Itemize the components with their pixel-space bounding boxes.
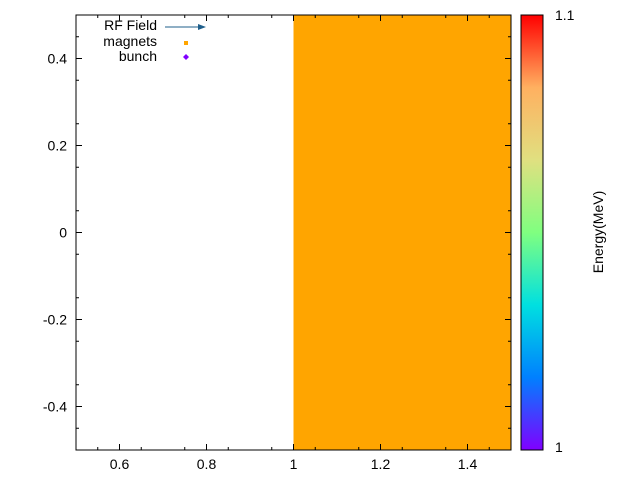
- legend-diamond-icon: [183, 54, 189, 60]
- magnet-region: [293, 15, 511, 450]
- magnet-regions: [293, 15, 511, 450]
- y-tick-label: 0.4: [48, 51, 68, 67]
- y-tick-label: -0.2: [43, 312, 67, 328]
- x-axis: 0.6 0.8 1 1.2 1.4: [97, 15, 490, 472]
- y-axis: 0.4 0.2 0 -0.2 -0.4: [43, 36, 511, 429]
- colorbar: 1.1 1 Energy(MeV): [520, 7, 606, 455]
- y-tick-label: 0.2: [48, 138, 68, 154]
- x-tick-label: 0.6: [110, 456, 130, 472]
- legend-label-bunch: bunch: [119, 48, 157, 64]
- legend-arrowhead-icon: [198, 24, 206, 30]
- x-tick-label: 1.4: [458, 456, 478, 472]
- x-tick-label: 1.2: [371, 456, 391, 472]
- y-tick-label: -0.4: [43, 399, 67, 415]
- legend: RF Field magnets bunch: [103, 17, 206, 64]
- colorbar-gradient: [520, 14, 544, 451]
- legend-label-rf-field: RF Field: [104, 17, 157, 33]
- colorbar-axis-label: Energy(MeV): [590, 191, 606, 273]
- colorbar-min-label: 1: [555, 439, 563, 455]
- colorbar-max-label: 1.1: [555, 7, 575, 23]
- x-tick-label: 1: [290, 456, 298, 472]
- x-tick-label: 0.8: [197, 456, 217, 472]
- legend-square-icon: [184, 41, 188, 45]
- legend-label-magnets: magnets: [103, 33, 157, 49]
- y-tick-label: 0: [59, 225, 67, 241]
